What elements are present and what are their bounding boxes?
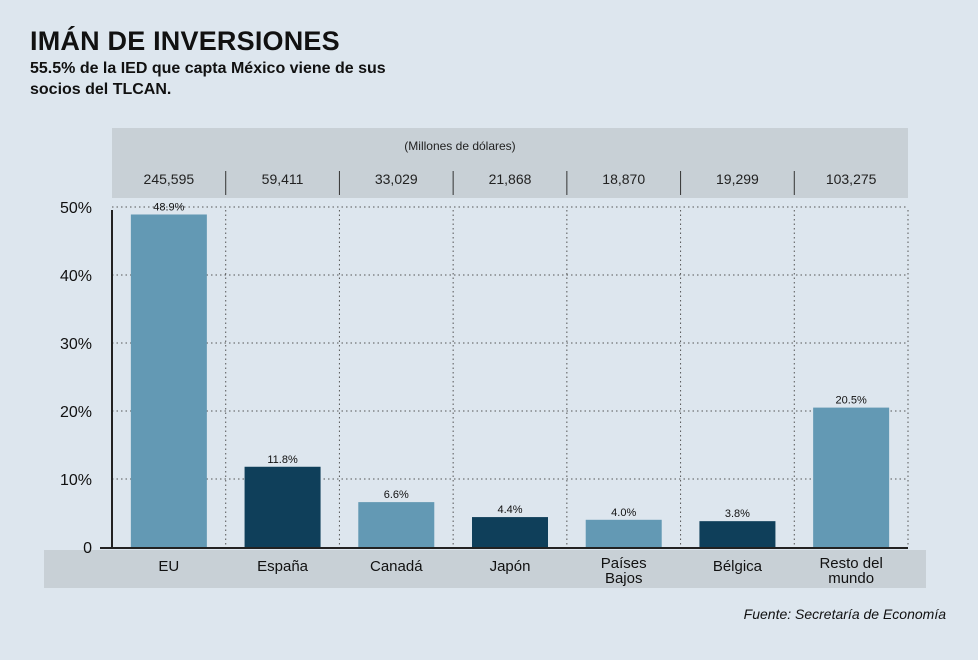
bar-value-label: 4.0% — [611, 507, 636, 519]
y-tick-label: 10% — [60, 472, 92, 489]
bar — [472, 517, 548, 547]
y-tick-label: 30% — [60, 336, 92, 353]
amount-label: 18,870 — [602, 171, 645, 187]
category-label: Países — [601, 555, 647, 572]
category-label: Resto del — [819, 555, 882, 572]
bar — [244, 466, 321, 547]
category-label: EU — [158, 558, 179, 575]
amount-label: 245,595 — [144, 171, 195, 187]
amount-label: 103,275 — [826, 171, 877, 187]
category-label: mundo — [828, 570, 874, 587]
chart-title: IMÁN DE INVERSIONES — [30, 26, 340, 56]
category-label: Canadá — [370, 558, 423, 575]
bar — [585, 519, 662, 547]
y-tick-label: 0 — [83, 540, 92, 557]
bar — [358, 502, 435, 547]
bar-value-label: 11.8% — [267, 454, 298, 466]
category-band — [44, 550, 926, 588]
chart-subtitle: 55.5% de la IED que capta México viene d… — [30, 60, 386, 98]
bar-value-label: 20.5% — [836, 395, 867, 407]
category-label: Japón — [490, 558, 531, 575]
amounts-unit-label: (Millones de dólares) — [404, 139, 515, 153]
amount-label: 19,299 — [716, 171, 759, 187]
amount-label: 21,868 — [489, 171, 532, 187]
y-tick-label: 50% — [60, 200, 92, 217]
bar-value-label: 48.9% — [153, 201, 184, 213]
amount-label: 59,411 — [262, 171, 304, 187]
bar-value-label: 3.8% — [725, 508, 750, 520]
y-tick-label: 20% — [60, 404, 92, 421]
category-label: Bélgica — [713, 558, 763, 575]
category-label: Bajos — [605, 570, 643, 587]
source-note: Fuente: Secretaría de Economía — [743, 606, 946, 622]
bar-value-label: 6.6% — [384, 489, 409, 501]
amount-label: 33,029 — [375, 171, 418, 187]
bar — [813, 407, 890, 547]
y-tick-label: 40% — [60, 268, 92, 285]
amounts-panel — [112, 128, 908, 198]
bar — [130, 214, 207, 548]
bar — [699, 521, 776, 547]
bar-value-label: 4.4% — [497, 504, 522, 516]
category-label: España — [257, 558, 309, 575]
